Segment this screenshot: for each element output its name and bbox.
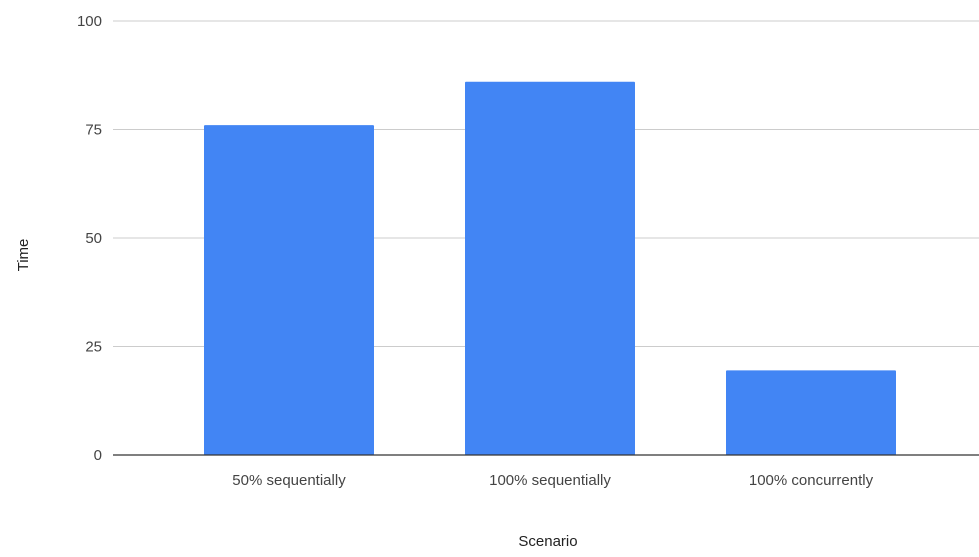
bars [204,81,896,455]
y-tick-label: 0 [94,447,102,464]
x-axis-ticks: 50% sequentially 100% sequentially 100% co… [232,472,873,489]
y-tick-label: 50 [85,230,102,247]
y-axis-title: Time [15,239,32,272]
y-tick-label: 100 [77,13,102,30]
bar [465,81,635,455]
bar [204,125,374,455]
x-tick-label: 50% sequentially [232,472,346,489]
y-tick-label: 75 [85,122,102,139]
bar [726,370,896,455]
y-tick-label: 25 [85,339,102,356]
x-tick-label: 100% concurrently [749,472,874,489]
y-axis-ticks: 0 25 50 75 100 [77,13,102,464]
x-tick-label: 100% sequentially [489,472,611,489]
x-axis-title: Scenario [518,533,577,550]
